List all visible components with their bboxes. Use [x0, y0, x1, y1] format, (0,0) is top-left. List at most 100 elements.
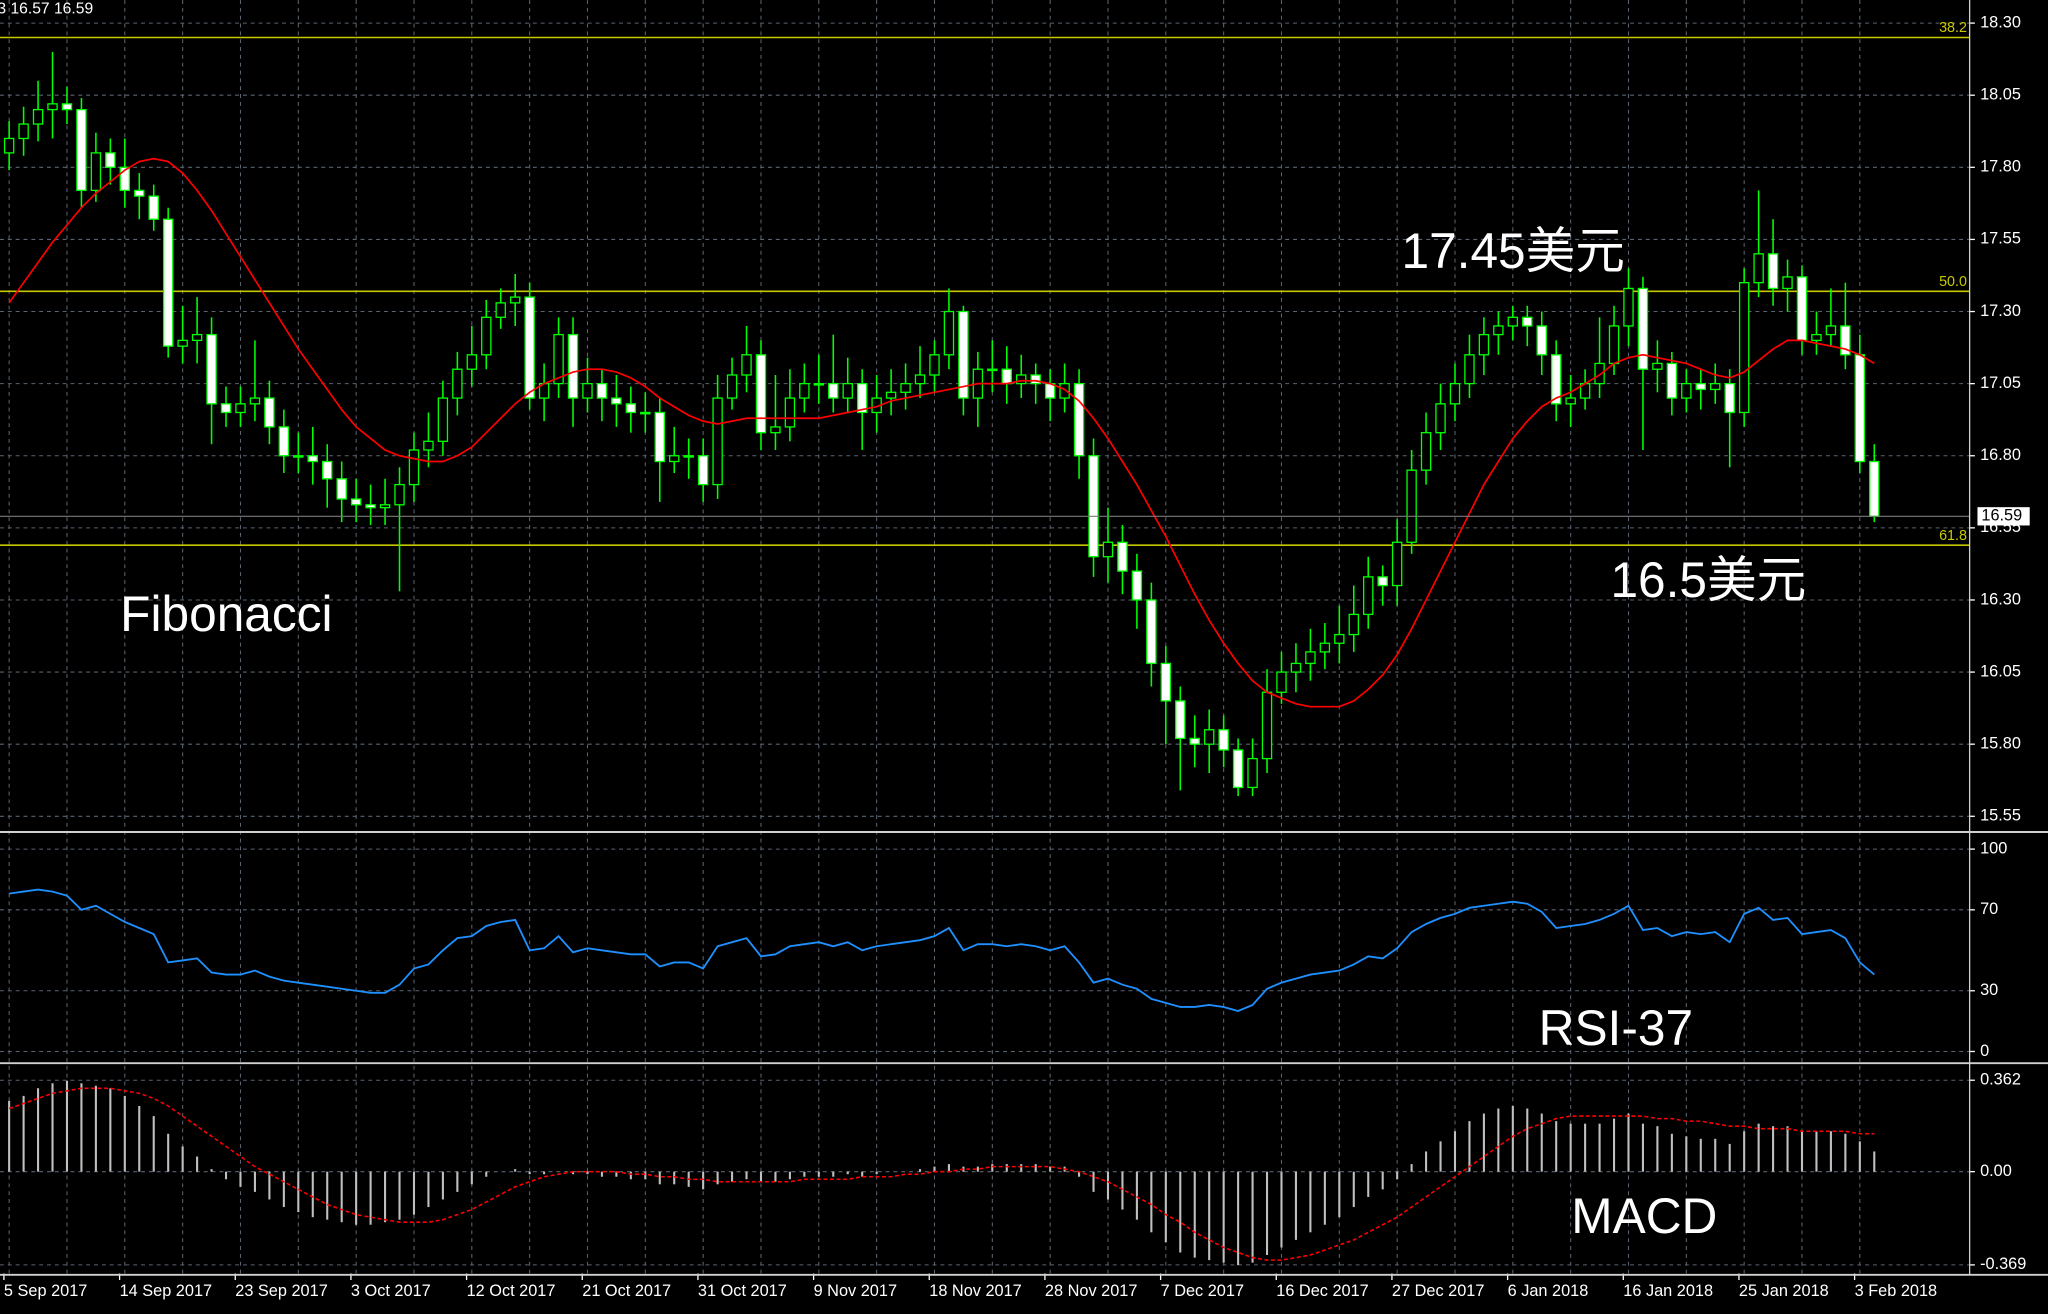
candle-body [683, 455, 694, 458]
candle-body [307, 455, 318, 463]
candle-body [1710, 382, 1721, 391]
candle-body [177, 339, 188, 347]
candle-body [322, 460, 333, 480]
candle-body [452, 368, 463, 399]
candle-body [264, 397, 275, 428]
y-tick-label: 0.362 [1980, 1071, 2021, 1089]
x-tick-label: 16 Jan 2018 [1623, 1282, 1713, 1300]
candle-body [1681, 382, 1692, 399]
candle-body [423, 440, 434, 451]
candle-body [669, 455, 680, 463]
y-tick-label: 18.05 [1980, 86, 2021, 104]
signal-line [8, 1087, 1875, 1261]
candle-body [394, 483, 405, 506]
candle-body [90, 152, 102, 192]
candle-body [784, 397, 796, 428]
last-price-label: 16.59 [1981, 507, 2022, 525]
candle-body [1073, 382, 1085, 457]
candle-body [885, 391, 897, 399]
candle-body [408, 449, 420, 486]
candle-body [350, 498, 362, 506]
candle-body [47, 103, 58, 111]
candle-body [596, 382, 608, 399]
y-tick-label: 17.05 [1980, 374, 2021, 392]
candle-body [741, 354, 752, 376]
x-tick-label: 21 Oct 2017 [582, 1282, 671, 1300]
y-tick-label: 16.80 [1980, 446, 2021, 464]
candle-body [1550, 354, 1562, 405]
candle-body [1117, 541, 1128, 572]
candle-body [828, 382, 839, 399]
y-tick-label: 16.30 [1980, 590, 2021, 608]
y-tick-label: 100 [1980, 839, 2007, 857]
candle-body [76, 108, 87, 192]
y-tick-label: 17.55 [1980, 230, 2021, 248]
candle-body [1796, 276, 1808, 342]
fibonacci-label: 50.0 [1939, 274, 1967, 290]
candle-body [1637, 287, 1649, 370]
x-tick-label: 6 Jan 2018 [1508, 1282, 1589, 1300]
candle-body [1088, 455, 1099, 558]
candle-body [1536, 325, 1547, 356]
candle-body [1478, 333, 1490, 356]
candle-body [278, 426, 290, 457]
candle-body [1420, 432, 1432, 471]
candle-body [958, 310, 969, 399]
header-text: 3 16.57 16.59 [0, 0, 93, 17]
candle-body [1449, 382, 1461, 405]
x-tick-label: 12 Oct 2017 [467, 1282, 556, 1300]
candle-body [813, 382, 825, 386]
x-tick-label: 23 Sep 2017 [235, 1282, 328, 1300]
candle-body [755, 354, 767, 434]
candle-body [697, 455, 709, 486]
candle-body [235, 403, 246, 414]
annotation: 16.5美元 [1610, 552, 1806, 608]
candle-body [1102, 541, 1114, 558]
candle-body [148, 195, 159, 220]
candle-body [856, 382, 868, 414]
candle-body [1652, 362, 1663, 370]
candle-body [220, 403, 232, 414]
x-tick-label: 16 Dec 2017 [1276, 1282, 1369, 1300]
y-tick-label: 16.05 [1980, 662, 2021, 680]
candle-body [18, 123, 29, 140]
x-tick-label: 28 Nov 2017 [1045, 1282, 1138, 1300]
candle-body [611, 397, 622, 405]
last-price-box [1977, 507, 2030, 526]
candle-body [481, 316, 492, 356]
fibonacci-label: 61.8 [1939, 528, 1967, 544]
candle-body [1464, 354, 1475, 385]
candle-body [712, 397, 723, 486]
candle-body [1030, 374, 1041, 385]
candle-body [842, 382, 853, 399]
candle-body [1290, 662, 1302, 673]
candle-body [365, 504, 376, 509]
candle-body [1160, 662, 1172, 702]
candle-body [1840, 325, 1851, 356]
y-tick-label: 15.55 [1980, 807, 2021, 825]
x-tick-label: 5 Sep 2017 [4, 1282, 87, 1300]
y-tick-label: 30 [1980, 981, 1998, 999]
candle-body [1059, 382, 1070, 399]
x-tick-label: 14 Sep 2017 [120, 1282, 213, 1300]
candle-body [1666, 362, 1678, 399]
candle-body [1348, 613, 1360, 636]
candle-body [249, 397, 261, 405]
candle-body [1406, 469, 1417, 543]
fibonacci-label: 38.2 [1939, 20, 1967, 36]
candle-body [654, 411, 665, 463]
candle-body [191, 333, 203, 342]
candle-body [1738, 282, 1750, 414]
candle-body [1203, 729, 1215, 745]
moving-average [8, 157, 1875, 708]
candle-body [206, 333, 217, 405]
candle-body [799, 382, 810, 399]
x-tick-label: 9 Nov 2017 [814, 1282, 897, 1300]
annotation: Fibonacci [120, 586, 332, 642]
x-tick-label: 18 Nov 2017 [929, 1282, 1022, 1300]
candle-body [900, 382, 911, 393]
y-tick-label: 17.30 [1980, 302, 2021, 320]
candle-body [162, 218, 174, 347]
candle-body [1218, 729, 1229, 751]
candle-body [1131, 570, 1143, 601]
